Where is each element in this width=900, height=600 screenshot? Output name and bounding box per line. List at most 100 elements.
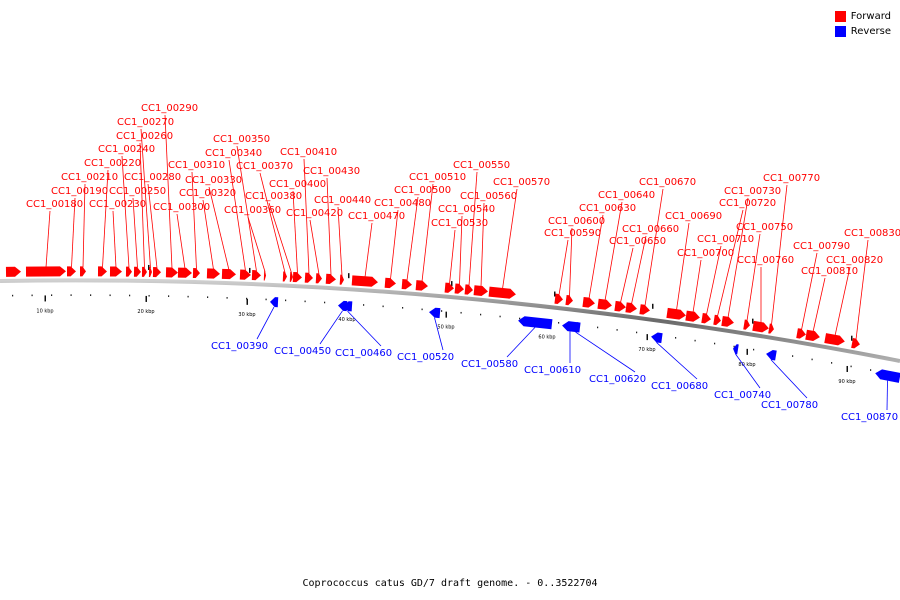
minor-tick — [616, 329, 618, 331]
gene-label: CC1_00550 — [453, 160, 510, 171]
legend-reverse: Reverse — [834, 24, 891, 39]
gene-leader-line — [855, 239, 869, 340]
gene-forward: CC1_00220 — [84, 158, 141, 277]
gene-leader-line — [303, 158, 310, 274]
forward-gene-arrow — [25, 266, 66, 277]
gene-label: CC1_00590 — [544, 228, 601, 239]
gene-label: CC1_00690 — [665, 211, 722, 222]
scale-label: 20 kbp — [137, 309, 154, 315]
gene-reverse: CC1_00460 — [335, 301, 392, 359]
gene-label: CC1_00820 — [826, 255, 883, 266]
gene-leader-line — [558, 239, 569, 296]
forward-gene-arrow — [752, 320, 769, 333]
gene-forward: CC1_00510 — [409, 172, 466, 291]
gene-reverse: CC1_00780 — [761, 349, 818, 411]
minor-tick — [109, 294, 111, 297]
legend-forward: Forward — [834, 9, 891, 24]
major-tick — [846, 365, 848, 372]
forward-gene-arrow — [221, 268, 236, 280]
minor-tick — [31, 294, 33, 297]
major-tick — [746, 348, 748, 355]
gene-label: CC1_00390 — [211, 341, 268, 352]
gene-forward: CC1_00340 — [205, 148, 262, 280]
gene-forward: CC1_00560 — [460, 191, 517, 296]
gene-forward: CC1_00810 — [801, 266, 858, 341]
gene-reverse: CC1_00580 — [461, 316, 553, 370]
reverse-gene-arrow — [766, 349, 777, 361]
forward-gene-arrow — [79, 266, 86, 277]
gene-label: CC1_00630 — [579, 203, 636, 214]
gene-label: CC1_00460 — [335, 348, 392, 359]
minor-tick — [480, 313, 482, 316]
gene-forward: CC1_00210 — [61, 172, 118, 277]
gene-leader-line — [268, 202, 292, 274]
gene-forward: CC1_00630 — [579, 203, 636, 308]
minor-tick — [148, 294, 150, 297]
gene-label: CC1_00620 — [589, 374, 646, 385]
reverse-gene-arrow — [651, 332, 663, 344]
marker-tick — [652, 303, 654, 309]
gene-forward: CC1_00570 — [488, 177, 550, 299]
gene-leader-line — [256, 306, 275, 340]
gene-reverse: CC1_00610 — [524, 321, 581, 376]
forward-gene-arrow — [5, 266, 21, 277]
minor-tick — [831, 362, 833, 364]
gene-leader-line — [139, 142, 145, 268]
gene-leader-line — [228, 159, 246, 271]
legend-forward-label: Forward — [850, 11, 891, 22]
minor-tick — [363, 304, 365, 306]
marker-tick — [752, 318, 754, 324]
gene-label: CC1_00190 — [51, 186, 108, 197]
minor-tick — [714, 342, 716, 345]
gene-forward: CC1_00470 — [348, 211, 405, 287]
forward-gene-arrow — [251, 270, 261, 281]
gene-forward: CC1_00260 — [116, 131, 173, 277]
forward-gene-arrow — [141, 266, 147, 277]
forward-gene-arrow — [282, 271, 287, 282]
minor-tick — [70, 294, 72, 296]
gene-leader-line — [102, 169, 109, 268]
gene-forward: CC1_00710 — [697, 234, 754, 324]
marker-tick — [851, 335, 853, 341]
gene-leader-line — [347, 310, 382, 347]
marker-tick — [554, 291, 556, 297]
forward-swatch-icon — [834, 11, 846, 22]
minor-tick — [90, 294, 92, 296]
forward-gene-arrow — [713, 314, 721, 326]
gene-forward: CC1_00500 — [394, 185, 451, 290]
reverse-swatch-icon — [834, 26, 846, 37]
forward-gene-arrow — [325, 273, 336, 285]
forward-gene-arrow — [351, 275, 378, 287]
reverse-gene-arrow — [270, 297, 279, 308]
gene-label: CC1_00720 — [719, 198, 776, 209]
forward-gene-arrow — [701, 312, 711, 324]
forward-gene-arrow — [685, 310, 700, 322]
gene-label: CC1_00530 — [431, 218, 488, 229]
gene-leader-line — [676, 222, 690, 311]
gene-label: CC1_00520 — [397, 352, 454, 363]
minor-tick — [265, 298, 267, 301]
gene-leader-line — [191, 171, 197, 270]
minor-tick — [421, 308, 423, 311]
gene-label: CC1_00240 — [98, 144, 155, 155]
gene-label: CC1_00740 — [714, 390, 771, 401]
gene-leader-line — [770, 359, 808, 399]
gene-forward: CC1_00540 — [438, 204, 495, 294]
gene-leader-line — [434, 317, 444, 351]
gene-forward: CC1_00380 — [245, 191, 302, 282]
gene-forward: CC1_00700 — [677, 248, 734, 322]
forward-gene-arrow — [554, 293, 563, 304]
gene-label: CC1_00650 — [609, 236, 666, 247]
gene-label: CC1_00410 — [280, 147, 337, 158]
major-tick — [246, 298, 248, 305]
forward-gene-arrow — [239, 269, 251, 280]
gene-label: CC1_00760 — [737, 255, 794, 266]
scale-label: 40 kbp — [338, 317, 355, 323]
gene-label: CC1_00780 — [761, 400, 818, 411]
forward-gene-arrow — [614, 300, 626, 312]
gene-label: CC1_00750 — [736, 222, 793, 233]
forward-gene-arrow — [401, 279, 412, 290]
forward-gene-arrow — [289, 271, 293, 282]
minor-tick — [129, 294, 131, 297]
minor-tick — [811, 358, 813, 361]
